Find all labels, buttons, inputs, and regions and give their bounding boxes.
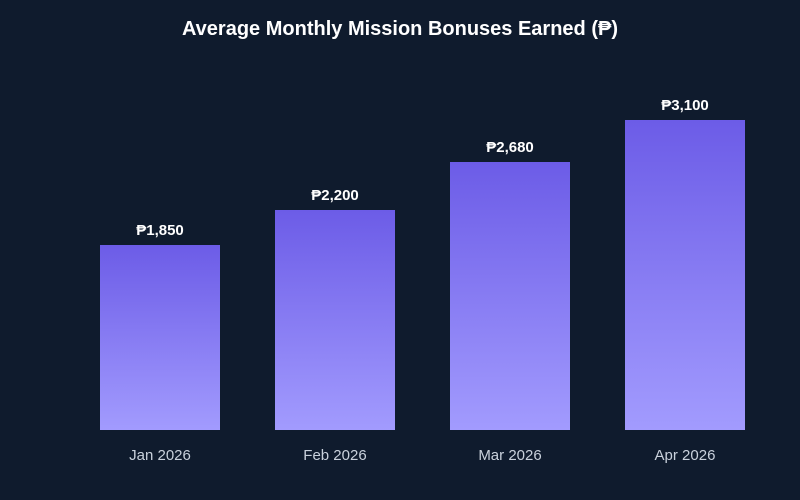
- x-tick-label-0: Jan 2026: [129, 447, 191, 464]
- x-tick-label-2: Mar 2026: [478, 447, 541, 464]
- bar-3: [625, 120, 745, 430]
- x-tick-label-1: Feb 2026: [303, 447, 366, 464]
- bar-2: [450, 162, 570, 430]
- chart-title: Average Monthly Mission Bonuses Earned (…: [182, 18, 618, 40]
- bars-group: [100, 120, 745, 430]
- bar-value-label-1: ₱2,200: [311, 187, 359, 204]
- bar-value-label-3: ₱3,100: [661, 97, 709, 114]
- bar-0: [100, 245, 220, 430]
- bar-1: [275, 210, 395, 430]
- bar-value-label-2: ₱2,680: [486, 139, 534, 156]
- value-labels-group: ₱1,850 ₱2,200 ₱2,680 ₱3,100: [136, 97, 709, 239]
- bar-value-label-0: ₱1,850: [136, 222, 184, 239]
- x-axis-tick-labels: Jan 2026 Feb 2026 Mar 2026 Apr 2026: [129, 447, 715, 464]
- x-tick-label-3: Apr 2026: [655, 447, 716, 464]
